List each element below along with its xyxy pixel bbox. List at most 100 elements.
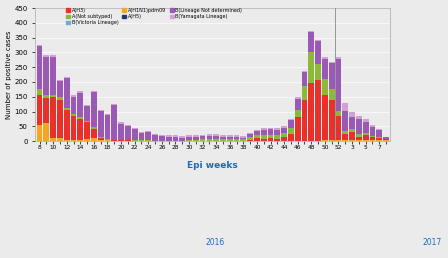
Bar <box>322 79 328 95</box>
Bar <box>84 106 90 121</box>
Bar <box>295 97 301 99</box>
Bar <box>57 97 63 100</box>
Bar <box>118 140 124 141</box>
Bar <box>376 137 382 138</box>
Bar <box>254 130 260 131</box>
Bar <box>376 138 382 140</box>
Bar <box>37 89 43 95</box>
Bar <box>356 134 362 137</box>
Bar <box>71 97 77 115</box>
Bar <box>302 72 307 86</box>
Bar <box>98 137 103 138</box>
Bar <box>57 79 63 81</box>
Bar <box>247 133 253 134</box>
Bar <box>179 138 185 141</box>
Bar <box>281 126 287 128</box>
Bar <box>43 95 49 98</box>
Bar <box>329 100 335 140</box>
Bar <box>91 91 97 92</box>
Bar <box>267 129 273 135</box>
Bar <box>275 128 280 130</box>
Bar <box>78 91 83 93</box>
Bar <box>125 125 131 126</box>
Bar <box>112 140 117 141</box>
Bar <box>241 138 246 139</box>
Bar <box>104 140 110 141</box>
Bar <box>370 137 375 140</box>
Legend: A(H3), A(Not subtyped), B(Victoria Lineage), A(H1N1)pdm09, A(H5), B(Lineage Not : A(H3), A(Not subtyped), B(Victoria Linea… <box>66 8 242 25</box>
Bar <box>91 92 97 127</box>
Bar <box>200 135 206 136</box>
Bar <box>308 32 314 52</box>
Bar <box>145 132 151 140</box>
Bar <box>57 138 63 141</box>
Bar <box>207 136 212 139</box>
Bar <box>363 119 369 122</box>
Bar <box>315 41 321 64</box>
Bar <box>349 117 355 129</box>
Bar <box>91 138 97 141</box>
Bar <box>37 45 43 46</box>
Bar <box>57 100 63 138</box>
Bar <box>247 137 253 140</box>
Bar <box>302 100 307 141</box>
Bar <box>342 111 348 131</box>
Bar <box>172 137 178 141</box>
Bar <box>322 59 328 79</box>
Bar <box>336 58 341 59</box>
Bar <box>166 135 172 137</box>
Bar <box>247 140 253 141</box>
Bar <box>275 139 280 141</box>
Bar <box>43 55 49 57</box>
Bar <box>356 116 362 119</box>
Bar <box>376 130 382 137</box>
Bar <box>78 140 83 141</box>
Bar <box>118 124 124 140</box>
Bar <box>363 135 369 140</box>
Text: 2016: 2016 <box>206 238 225 247</box>
Bar <box>64 108 69 110</box>
Bar <box>213 136 219 139</box>
Bar <box>376 140 382 141</box>
Bar <box>71 115 77 116</box>
Bar <box>145 140 151 141</box>
Bar <box>261 130 267 135</box>
Bar <box>275 130 280 135</box>
Bar <box>84 139 90 141</box>
Bar <box>112 105 117 140</box>
Bar <box>50 55 56 57</box>
Bar <box>37 95 43 125</box>
Bar <box>64 78 69 108</box>
Bar <box>356 119 362 134</box>
Bar <box>329 89 335 100</box>
Bar <box>159 136 165 141</box>
Bar <box>329 140 335 141</box>
Bar <box>261 139 267 141</box>
Bar <box>329 63 335 89</box>
Y-axis label: Number of positive cases: Number of positive cases <box>5 30 12 119</box>
Bar <box>322 140 328 141</box>
Bar <box>166 137 172 141</box>
Bar <box>172 135 178 137</box>
Bar <box>71 140 77 141</box>
Bar <box>275 135 280 139</box>
Bar <box>43 57 49 95</box>
Bar <box>322 95 328 140</box>
Bar <box>322 58 328 59</box>
Bar <box>349 112 355 117</box>
Bar <box>315 64 321 80</box>
Bar <box>267 138 273 141</box>
Bar <box>193 135 199 137</box>
Bar <box>98 138 103 140</box>
Bar <box>288 134 294 141</box>
Bar <box>336 59 341 111</box>
Bar <box>159 135 165 136</box>
Bar <box>363 133 369 135</box>
Bar <box>254 131 260 135</box>
Bar <box>234 137 239 139</box>
Bar <box>302 86 307 100</box>
Bar <box>57 81 63 97</box>
Bar <box>315 40 321 41</box>
Bar <box>302 71 307 72</box>
Bar <box>200 136 206 139</box>
